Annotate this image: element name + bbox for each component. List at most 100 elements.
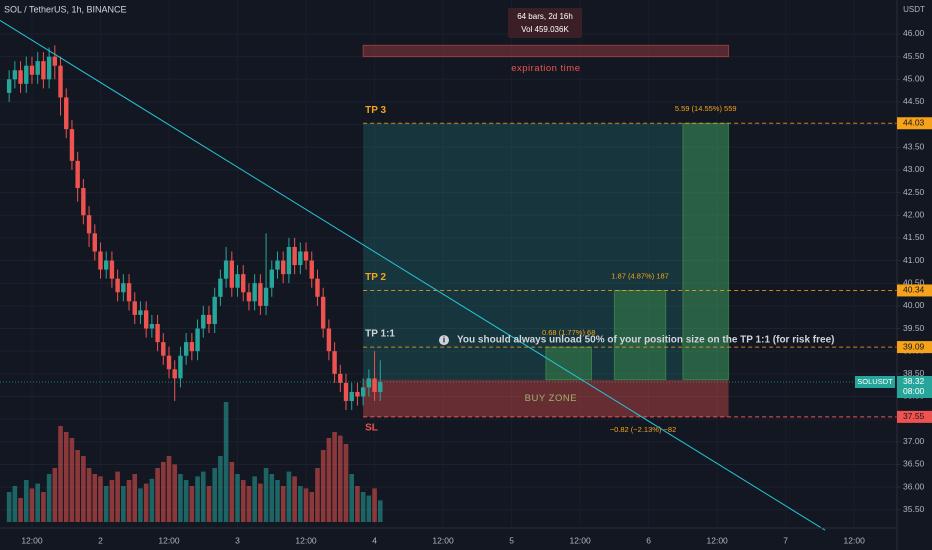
candle-body: [275, 260, 280, 270]
x-tick-label: 6: [646, 535, 651, 545]
volume-bar: [315, 468, 320, 522]
volume-bar: [372, 488, 377, 522]
volume-bar: [103, 486, 109, 522]
volume-bar: [58, 426, 63, 522]
volume-bar: [360, 492, 366, 522]
volume-bar: [18, 498, 23, 522]
x-tick-label: 12:00: [432, 535, 454, 545]
candle-body: [35, 61, 40, 75]
candle-body: [41, 61, 46, 80]
y-tick-label: 35.50: [903, 504, 925, 514]
price-label: 44.03: [903, 118, 925, 128]
volume-bar: [286, 471, 292, 522]
candle-body: [263, 287, 269, 306]
volume-bar: [292, 476, 297, 522]
buy-zone-label: BUY ZONE: [525, 393, 577, 404]
volume-bar: [200, 471, 206, 522]
volume-bar: [12, 486, 18, 522]
y-tick-label: 40.50: [903, 277, 925, 287]
x-tick-label: 12:00: [295, 535, 317, 545]
candle-body: [189, 342, 195, 352]
candle-body: [138, 310, 143, 315]
candle-body: [320, 296, 326, 329]
volume-bar: [52, 468, 58, 522]
volume-bar: [132, 474, 138, 522]
volume-bar: [143, 483, 149, 522]
expiration-label: expiration time: [511, 63, 580, 74]
candle-body: [86, 215, 92, 234]
candle-body: [360, 387, 366, 397]
y-tick-label: 46.00: [903, 28, 925, 38]
volume-bar: [126, 480, 132, 522]
candle-body: [281, 260, 286, 275]
candle-body: [355, 391, 360, 397]
candle-body: [115, 278, 120, 293]
x-tick-label: 2: [98, 535, 103, 545]
candle-body: [6, 79, 12, 93]
target-stat: 1.87 (4.87%) 187: [611, 271, 669, 280]
volume-bar: [332, 432, 337, 522]
candle-body: [29, 65, 35, 75]
volume-bar: [81, 456, 86, 522]
volume-bar: [246, 486, 252, 522]
tooltip-line: 64 bars, 2d 16h: [517, 12, 573, 21]
volume: [6, 402, 383, 522]
candle-body: [75, 160, 80, 189]
candle-body: [58, 65, 63, 98]
candle-body: [18, 70, 23, 84]
volume-bar: [46, 474, 52, 522]
volume-bar: [240, 480, 246, 522]
candle-body: [46, 56, 52, 80]
candle-body: [269, 269, 274, 288]
volume-bar: [223, 402, 229, 522]
candle-body: [92, 233, 97, 252]
volume-bar: [235, 474, 240, 522]
candle-body: [172, 369, 177, 379]
x-tick-label: 7: [783, 535, 788, 545]
candle-body: [52, 56, 58, 66]
target-stat: 5.59 (14.55%) 559: [675, 104, 737, 113]
volume-bar: [155, 468, 160, 522]
volume-bar: [115, 471, 120, 522]
candle-body: [183, 342, 189, 356]
symbol-label-bg: [855, 375, 895, 388]
price-label-bg: [897, 341, 932, 354]
candle-body: [166, 355, 172, 370]
candle-body: [252, 283, 257, 302]
candle-body: [24, 65, 29, 84]
volume-bar: [6, 492, 12, 522]
candle-body: [366, 378, 372, 388]
volume-bar: [206, 486, 212, 522]
countdown: 08:00: [903, 386, 925, 396]
buy-zone: [363, 379, 729, 417]
candle-body: [343, 382, 349, 402]
candle-body: [143, 310, 149, 329]
y-tick-label: 43.00: [903, 164, 925, 174]
target-label: TP 3: [365, 105, 386, 116]
x-tick-label: 12:00: [844, 535, 866, 545]
profit-zone: [363, 123, 729, 380]
grid: [0, 33, 897, 511]
candle-body: [223, 260, 229, 279]
candle-body: [229, 260, 235, 288]
candle-body: [12, 70, 18, 80]
x-tick-label: 4: [372, 535, 377, 545]
candle-body: [246, 292, 252, 302]
volume-bar: [29, 488, 35, 522]
y-tick-label: 38.50: [903, 368, 925, 378]
candle-body: [64, 97, 69, 130]
x-tick-label: 3: [235, 535, 240, 545]
axes: 35.5036.0036.5037.0037.5038.0038.5039.00…: [21, 28, 932, 545]
candle-body: [303, 251, 309, 261]
candle-body: [235, 274, 240, 288]
symbol-label: SOLUSDT: [857, 377, 893, 386]
volume-bar: [92, 474, 98, 522]
volume-bar: [172, 464, 178, 522]
y-tick-label: 36.50: [903, 459, 925, 469]
volume-bar: [195, 476, 200, 522]
candle-body: [81, 188, 86, 216]
y-tick-label: 45.00: [903, 74, 925, 84]
volume-bar: [218, 456, 223, 522]
